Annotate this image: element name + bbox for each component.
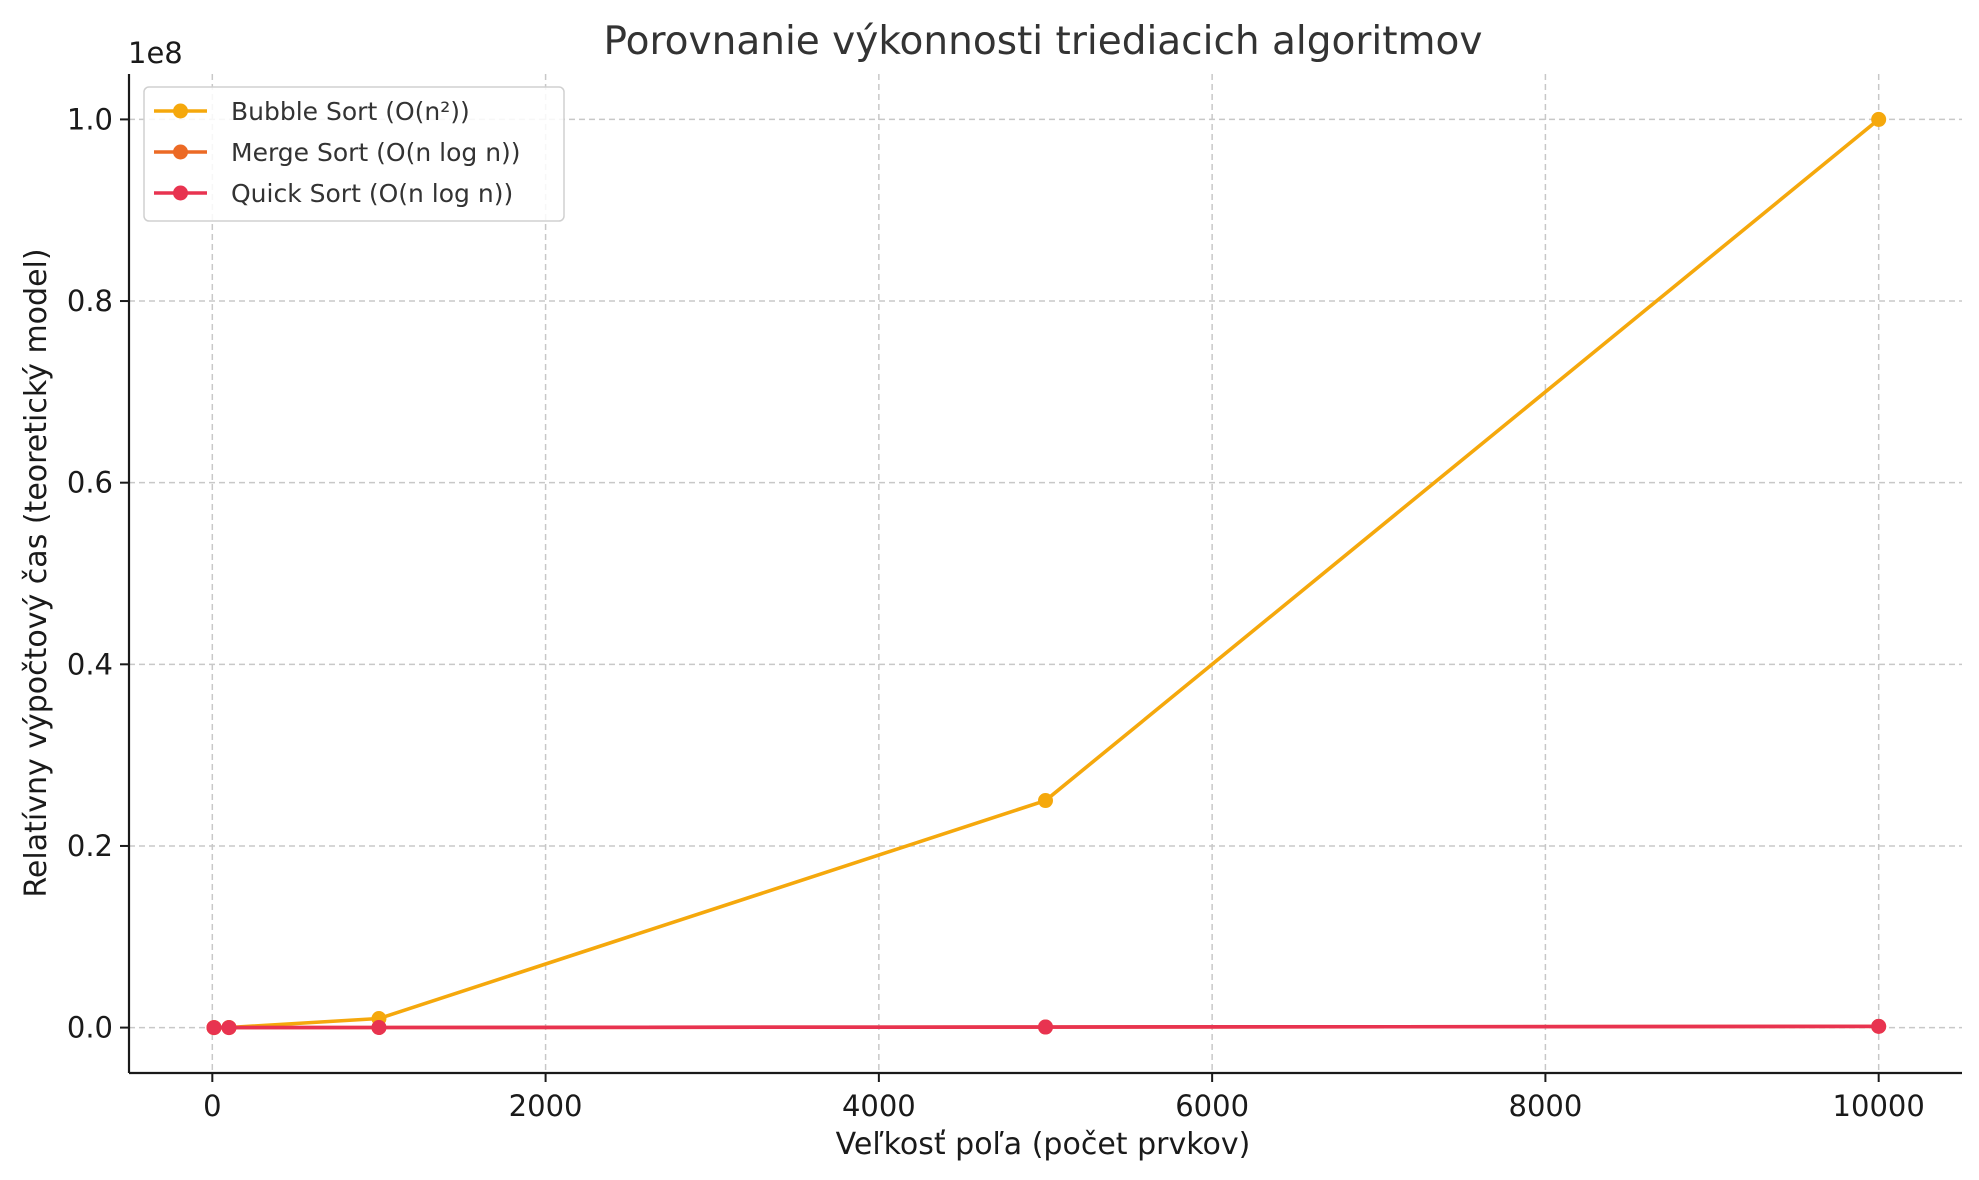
series-line-bubble xyxy=(213,118,1880,1030)
y-tick-label: 0.0 xyxy=(67,1011,113,1045)
x-tick-label: 2000 xyxy=(509,1089,583,1123)
legend-marker xyxy=(173,144,188,160)
x-tick-label: 10000 xyxy=(1833,1089,1925,1123)
y-tick-label: 0.2 xyxy=(67,829,113,863)
legend: Bubble Sort (O(n²)) Merge Sort (O(n log n… xyxy=(143,86,565,222)
y-axis-ticks: 0.0 0.2 0.4 0.6 0.8 1.0 xyxy=(67,102,129,1045)
series-bubble xyxy=(206,111,1887,1036)
data-point-quick xyxy=(221,1020,237,1036)
legend-marker xyxy=(173,185,188,201)
y-tick-label: 1.0 xyxy=(67,102,113,136)
legend-item-merge: Merge Sort (O(n log n)) xyxy=(154,138,521,167)
data-point-bubble xyxy=(1038,793,1053,809)
x-axis-ticks: 0 2000 4000 6000 8000 10000 xyxy=(203,1073,1925,1123)
data-point-quick xyxy=(371,1020,387,1036)
y-tick-label: 0.4 xyxy=(67,647,113,681)
legend-item-quick: Quick Sort (O(n log n)) xyxy=(154,179,513,208)
y-tick-label: 0.8 xyxy=(67,284,113,318)
y-axis-offset-label: 1e8 xyxy=(128,36,183,70)
x-tick-label: 8000 xyxy=(1509,1089,1583,1123)
x-tick-label: 4000 xyxy=(842,1089,916,1123)
legend-frame xyxy=(143,86,565,222)
data-point-quick xyxy=(1038,1019,1053,1035)
series-group xyxy=(206,111,1887,1036)
legend-label: Bubble Sort (O(n²)) xyxy=(231,97,470,126)
data-point-quick xyxy=(1871,1018,1887,1034)
data-point-quick xyxy=(206,1020,222,1036)
legend-item-bubble: Bubble Sort (O(n²)) xyxy=(154,97,470,126)
y-tick-label: 0.6 xyxy=(67,466,113,500)
legend-label: Merge Sort (O(n log n)) xyxy=(231,138,521,167)
chart-title: Porovnanie výkonnosti triediacich algori… xyxy=(604,19,1483,64)
grid xyxy=(129,74,1962,1073)
legend-label: Quick Sort (O(n log n)) xyxy=(231,179,513,208)
x-axis-label: Veľkosť poľa (počet prvkov) xyxy=(836,1127,1251,1162)
x-tick-label: 6000 xyxy=(1175,1089,1249,1123)
y-axis-label: Relatívny výpočtový čas (teoretický mode… xyxy=(19,248,54,897)
series-quick xyxy=(206,1018,1887,1036)
x-tick-label: 0 xyxy=(203,1089,221,1123)
axes xyxy=(127,74,1962,1075)
data-point-bubble xyxy=(1871,111,1887,127)
legend-marker xyxy=(173,103,188,119)
